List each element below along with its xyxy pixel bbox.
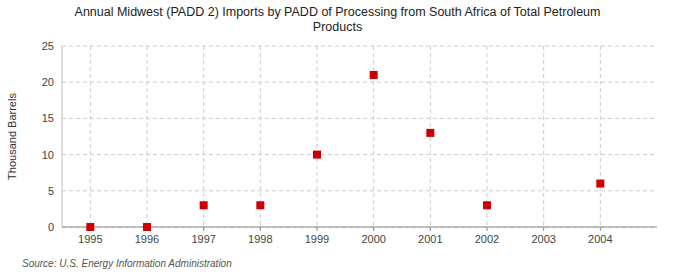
x-tick-label: 1995	[78, 233, 102, 245]
y-tick-label: 20	[42, 76, 54, 88]
x-tick-label: 2004	[588, 233, 612, 245]
grid	[62, 46, 657, 227]
x-tick	[600, 227, 601, 231]
x-tick	[430, 227, 431, 231]
x-tick-label: 1996	[135, 233, 159, 245]
y-grid-line	[62, 190, 657, 191]
x-grid-line	[600, 46, 601, 227]
x-tick-label: 1998	[248, 233, 272, 245]
x-tick-label: 1999	[305, 233, 329, 245]
x-tick	[260, 227, 261, 231]
points	[86, 71, 604, 231]
x-tick-label: 1997	[191, 233, 215, 245]
y-grid-line	[62, 227, 657, 228]
point	[256, 201, 264, 209]
y-grid-line	[62, 46, 657, 47]
x-tick	[543, 227, 544, 231]
x-grid-line	[317, 46, 318, 227]
y-tick-label: 5	[48, 185, 54, 197]
y-axis-label: Thousand Barrels	[6, 93, 18, 180]
point	[426, 129, 434, 137]
y-grid-line	[62, 82, 657, 83]
x-tick-label: 2000	[361, 233, 385, 245]
x-tick-label: 2003	[531, 233, 555, 245]
point	[596, 180, 604, 188]
x-grid-line	[543, 46, 544, 227]
x-tick	[487, 227, 488, 231]
y-tick-label: 0	[48, 221, 54, 233]
x-grid-line	[487, 46, 488, 227]
x-tick	[317, 227, 318, 231]
point	[200, 201, 208, 209]
y-tick-label: 10	[42, 149, 54, 161]
background	[0, 0, 675, 275]
y-grid-line	[62, 118, 657, 119]
point	[483, 201, 491, 209]
x-grid-line	[203, 46, 204, 227]
source-note: Source: U.S. Energy Information Administ…	[22, 258, 232, 269]
y-axis-line	[62, 46, 63, 227]
x-tick-label: 2001	[418, 233, 442, 245]
x-axis-line	[62, 227, 657, 228]
point	[370, 71, 378, 79]
title: Annual Midwest (PADD 2) Imports by PADD …	[75, 5, 601, 34]
y-tick-label: 25	[42, 40, 54, 52]
chart: Annual Midwest (PADD 2) Imports by PADD …	[0, 0, 675, 275]
y-grid-line	[62, 154, 657, 155]
point	[313, 151, 321, 159]
x-grid-line	[260, 46, 261, 227]
y-tick-label: 15	[42, 112, 54, 124]
x-tick	[373, 227, 374, 231]
point	[143, 223, 151, 231]
point	[86, 223, 94, 231]
x-tick-label: 2002	[475, 233, 499, 245]
x-grid-line	[90, 46, 91, 227]
x-tick	[203, 227, 204, 231]
x-grid-line	[147, 46, 148, 227]
